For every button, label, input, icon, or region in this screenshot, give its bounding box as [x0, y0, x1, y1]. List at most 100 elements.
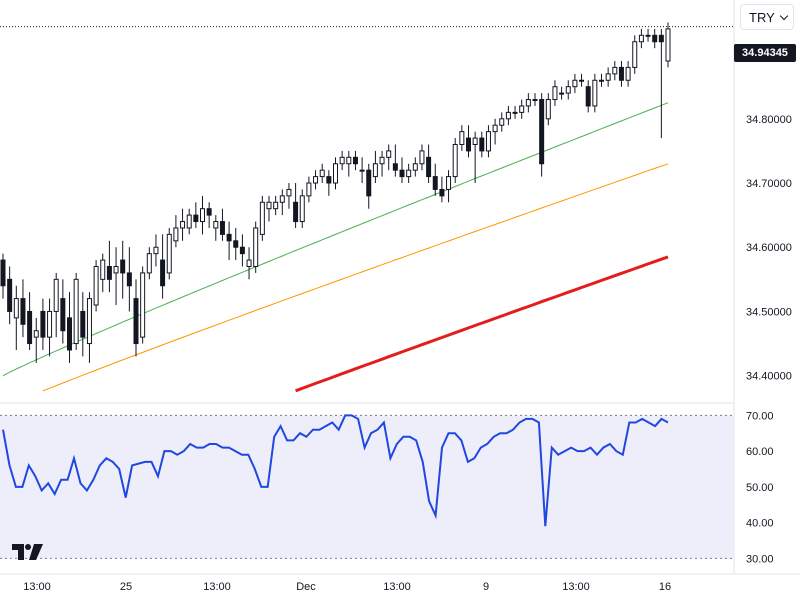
candle — [253, 221, 259, 273]
candle-body — [525, 99, 531, 107]
candle — [525, 93, 531, 113]
candle-body — [73, 278, 79, 345]
time-tick-label: 13:00 — [203, 581, 231, 593]
candle-body — [412, 163, 418, 171]
tradingview-logo-icon — [12, 544, 43, 560]
candle — [466, 125, 471, 158]
candle — [499, 112, 505, 132]
candle-body — [565, 86, 571, 94]
candle — [479, 131, 485, 158]
candle — [160, 234, 166, 299]
price-tick-label: 34.70000 — [746, 178, 792, 190]
candle-body — [532, 99, 538, 102]
candlestick-series[interactable] — [0, 22, 734, 363]
candle — [286, 183, 292, 209]
candle — [459, 125, 465, 151]
candle — [352, 150, 358, 171]
candle-body — [658, 34, 664, 43]
candle-body — [346, 156, 352, 165]
candle-body — [479, 137, 485, 152]
candle — [213, 215, 219, 241]
candle-body — [219, 221, 225, 235]
candle — [392, 144, 398, 177]
candle-body — [352, 156, 358, 165]
candle-body — [572, 79, 578, 88]
price-tick-label: 34.40000 — [746, 371, 792, 383]
candle-body — [226, 233, 232, 242]
candle-body — [585, 86, 591, 107]
candle-body — [625, 66, 631, 81]
candle — [153, 234, 159, 267]
candle — [485, 125, 491, 158]
candle — [333, 157, 338, 190]
candle-body — [27, 310, 33, 345]
moving-average-line — [295, 255, 669, 393]
candle-body — [266, 201, 272, 210]
candle — [140, 266, 146, 344]
candle — [632, 35, 638, 74]
candle — [565, 80, 571, 100]
candle-body — [459, 131, 465, 145]
candle — [60, 279, 66, 344]
candle-body — [180, 221, 186, 229]
candle — [193, 202, 199, 228]
time-tick-label: 13:00 — [383, 581, 411, 593]
candle — [446, 170, 452, 203]
candle-body — [60, 298, 66, 332]
candle — [439, 176, 445, 203]
candle-body — [0, 259, 6, 287]
oscillator-series[interactable] — [2, 414, 669, 527]
candle — [652, 28, 658, 49]
oscillator-line — [2, 414, 669, 527]
candle — [472, 131, 478, 184]
candle-body — [645, 34, 651, 37]
candle — [126, 247, 132, 312]
candle — [366, 163, 372, 209]
candle-body — [186, 214, 192, 229]
candle-body — [146, 253, 152, 274]
candle — [512, 105, 518, 119]
candle — [299, 189, 305, 228]
candle-body — [47, 310, 53, 338]
candle — [406, 163, 412, 184]
oscillator-tick-label: 70.00 — [746, 410, 774, 422]
candle-body — [632, 41, 638, 68]
candle-body — [618, 66, 624, 81]
candle — [419, 144, 425, 171]
candle — [399, 157, 405, 184]
candle — [20, 279, 26, 338]
candle — [233, 227, 239, 261]
candle-body — [299, 195, 305, 223]
candle — [53, 272, 59, 338]
candle — [80, 292, 86, 357]
candle — [113, 247, 119, 306]
candle — [346, 150, 352, 177]
candle-body — [559, 92, 565, 95]
candle-body — [579, 79, 585, 82]
candle — [532, 93, 538, 106]
moving-average-line — [2, 102, 669, 377]
moving-average-line — [42, 163, 669, 392]
candle-body — [246, 259, 252, 267]
candle-body — [259, 201, 265, 235]
oscillator-tick-label: 60.00 — [746, 446, 774, 458]
candle — [612, 61, 618, 81]
candle-body — [512, 111, 518, 114]
currency-dropdown[interactable]: TRY — [740, 4, 794, 30]
time-tick-label: Dec — [296, 581, 316, 593]
candle — [47, 298, 53, 357]
candle — [86, 292, 92, 363]
price-tick-label: 34.50000 — [746, 306, 792, 318]
candle-body — [386, 150, 392, 158]
time-tick-label: 25 — [120, 581, 132, 593]
candle-body — [452, 143, 458, 178]
time-tick-label: 16 — [659, 581, 671, 593]
candle — [293, 183, 299, 228]
candle — [559, 86, 565, 100]
candle — [133, 279, 139, 357]
candle — [186, 208, 192, 235]
candle — [645, 28, 651, 42]
candle — [313, 170, 319, 190]
candle — [372, 150, 378, 184]
